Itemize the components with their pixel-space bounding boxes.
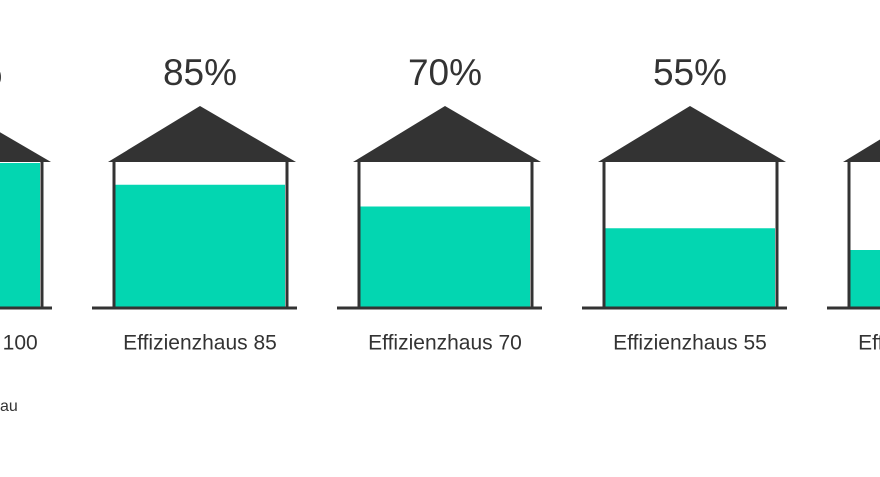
category-label: Effizienzhaus 85	[123, 332, 277, 355]
value-label: 85%	[163, 52, 237, 93]
fill-level	[850, 250, 880, 308]
fill-level	[360, 206, 530, 308]
value-label: 100%	[0, 52, 2, 93]
roof	[598, 106, 786, 162]
footnote: au	[0, 398, 18, 415]
roof	[353, 106, 541, 162]
value-label: 55%	[653, 52, 727, 93]
fill-level	[605, 228, 775, 308]
roof	[108, 106, 296, 162]
roof	[843, 139, 880, 162]
value-label: 70%	[408, 52, 482, 93]
category-label: Effizienzhaus 55	[613, 332, 767, 355]
category-label: Effizienzhaus 70	[368, 332, 522, 355]
fill-level	[115, 184, 285, 308]
category-label: Effizienzhaus 100	[0, 332, 38, 355]
category-label: Effizienzhaus 40	[858, 332, 880, 355]
roof	[0, 132, 51, 162]
fill-level	[0, 163, 40, 308]
